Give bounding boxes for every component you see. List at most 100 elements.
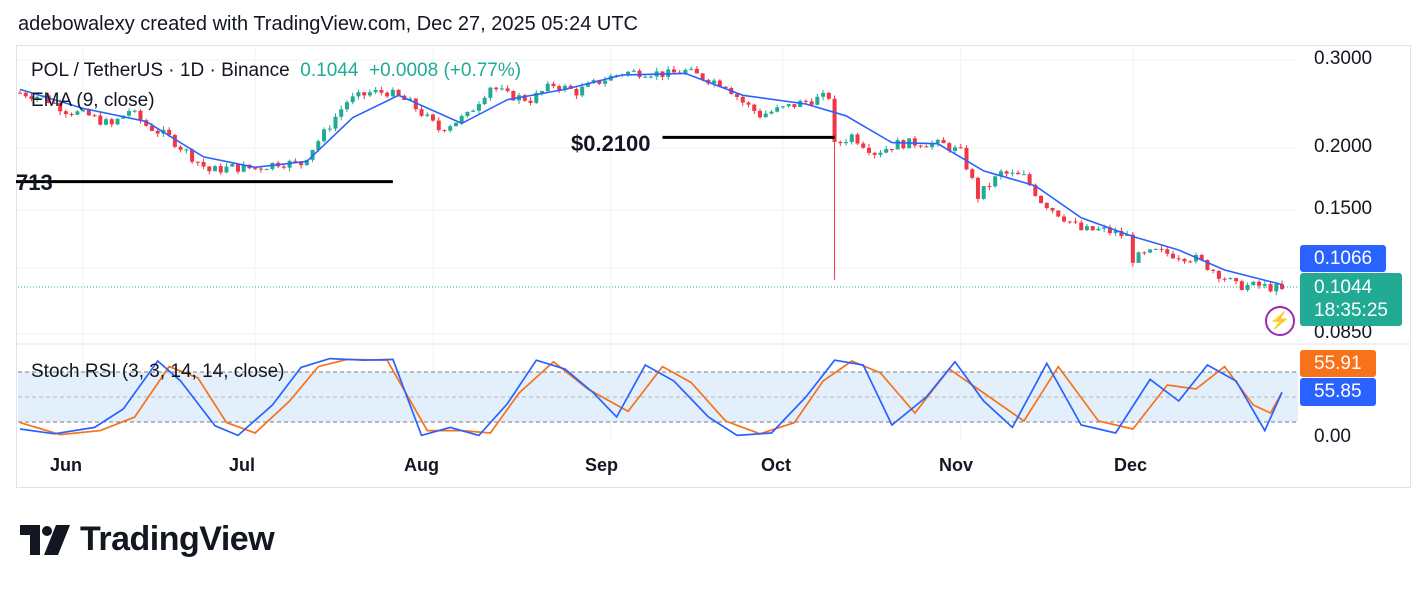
candle-body (442, 130, 447, 132)
candle-body (184, 149, 189, 151)
tradingview-logo[interactable]: TradingView (20, 520, 275, 559)
candle-body (717, 80, 722, 87)
candle-body (471, 110, 476, 112)
candle-body (700, 73, 705, 80)
candle-body (1062, 216, 1067, 222)
candle-body (86, 109, 91, 116)
candle-body (350, 96, 355, 103)
candle-body (132, 110, 137, 112)
lightning-icon[interactable]: ⚡ (1265, 306, 1295, 336)
candle-body (930, 143, 935, 148)
candle-body (780, 106, 785, 108)
candle-body (746, 102, 751, 105)
candle-body (752, 104, 757, 111)
candle-body (58, 102, 63, 112)
candle-body (872, 152, 877, 155)
month-label-dec: Dec (1114, 455, 1148, 475)
candle-body (522, 95, 527, 101)
candle-body (844, 142, 849, 144)
candle-body (1245, 285, 1250, 291)
price-tick-0.0850: 0.0850 (1314, 322, 1373, 343)
candle-body (195, 161, 200, 163)
month-label-sep: Sep (585, 455, 619, 475)
candle-body (201, 162, 206, 167)
candle-body (603, 80, 608, 84)
chart-frame (16, 45, 1411, 488)
candle-body (1159, 248, 1164, 250)
candle-body (735, 94, 740, 97)
candle-body (1262, 284, 1267, 286)
candle-body (838, 141, 843, 144)
price-badge: 0.1044 18:35:25 (1300, 273, 1402, 326)
candle-body (459, 116, 464, 123)
candle-body (46, 95, 51, 103)
candle-body (224, 166, 229, 173)
candle-body (1142, 252, 1147, 254)
chart-legend: POL / TetherUS · 1D · Binance 0.1044 +0.… (31, 60, 521, 82)
candle-body (155, 130, 160, 134)
candle-body (855, 134, 860, 144)
candle-body (104, 119, 109, 125)
candle-body (408, 98, 413, 100)
stoch-rsi-label[interactable]: Stoch RSI (3, 3, 14, 14, close) (31, 361, 285, 382)
candle-body (1090, 226, 1095, 231)
candle-body (431, 114, 436, 121)
candle-body (505, 88, 510, 91)
bar-countdown: 18:35:25 (1314, 300, 1388, 321)
candle-body (769, 111, 774, 114)
candle-body (580, 86, 585, 96)
candle-body (947, 143, 952, 151)
candle-body (597, 80, 602, 84)
candle-body (138, 110, 143, 121)
ema-line (19, 72, 1283, 286)
price-change-value: +0.0008 (+0.77%) (368, 60, 522, 81)
candle-body (287, 160, 292, 168)
candle-body (1039, 195, 1044, 204)
candle-body (626, 71, 631, 75)
candle-body (1234, 278, 1239, 282)
candle-body (694, 68, 699, 74)
candle-body (126, 111, 131, 116)
candle-body (987, 186, 992, 188)
candle-body (373, 90, 378, 93)
candle-body (551, 83, 556, 87)
candle-body (327, 128, 332, 130)
candle-body (975, 177, 980, 199)
stoch-tick-0: 0.00 (1314, 426, 1351, 447)
candle-body (809, 101, 814, 105)
candle-body (390, 89, 395, 97)
candle-body (144, 120, 149, 126)
candle-body (258, 168, 263, 170)
ema-indicator-label[interactable]: EMA (9, close) (31, 90, 155, 111)
candle-body (803, 100, 808, 102)
candle-body (499, 88, 504, 90)
candle-body (453, 122, 458, 127)
candle-body (631, 70, 636, 72)
candle-body (109, 119, 114, 125)
candle-body (643, 76, 648, 78)
candle-body (849, 134, 854, 143)
candle-body (1148, 249, 1153, 253)
candle-body (540, 91, 545, 93)
candle-body (190, 149, 195, 162)
candle-body (149, 125, 154, 131)
candle-body (299, 161, 304, 166)
symbol-title[interactable]: POL / TetherUS · 1D · Binance (31, 60, 290, 81)
candle-body (1188, 261, 1193, 263)
candle-body (235, 164, 240, 172)
candle-body (1050, 207, 1055, 211)
month-label-oct: Oct (761, 455, 792, 475)
candle-body (861, 143, 866, 148)
candle-body (884, 149, 889, 153)
month-label-jul: Jul (229, 455, 256, 475)
candle-body (385, 92, 390, 97)
candle-body (172, 135, 177, 147)
candle-body (207, 166, 212, 172)
candle-body (241, 164, 246, 172)
candle-body (413, 98, 418, 110)
candle-body (448, 126, 453, 131)
candle-body (545, 83, 550, 92)
candle-body (901, 140, 906, 149)
candle-body (1096, 228, 1101, 231)
